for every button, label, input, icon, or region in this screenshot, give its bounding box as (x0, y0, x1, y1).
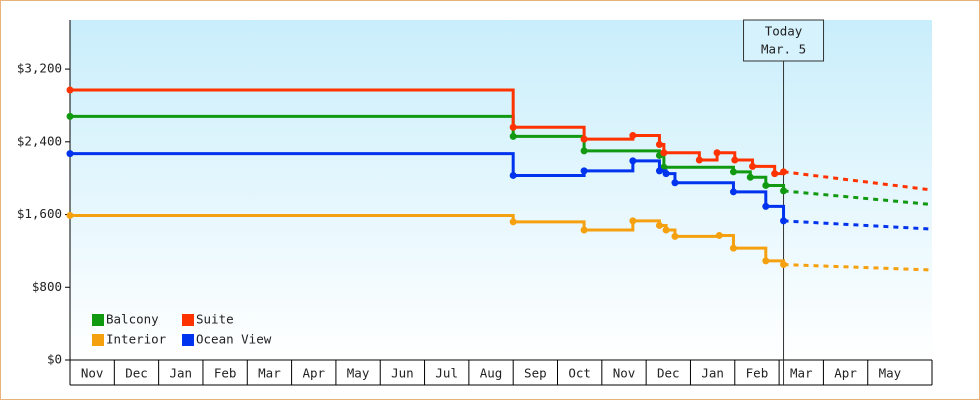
x-tick-label: Mar (790, 366, 813, 381)
price-point (66, 86, 74, 94)
x-tick-label: Apr (302, 366, 325, 381)
price-point (509, 171, 517, 179)
price-point (655, 167, 663, 175)
price-point (671, 232, 679, 240)
legend-swatch (92, 334, 104, 346)
price-point (580, 147, 588, 155)
price-point (780, 261, 788, 269)
x-tick-label: Aug (480, 366, 503, 381)
x-tick-label: Nov (613, 366, 636, 381)
price-point (580, 226, 588, 234)
price-point (762, 181, 770, 189)
price-point (671, 179, 679, 187)
price-point (655, 141, 663, 149)
x-tick-label: Apr (834, 366, 857, 381)
y-tick-label: $2,400 (17, 133, 62, 148)
legend-swatch (182, 314, 194, 326)
today-label: Mar. 5 (761, 42, 806, 57)
price-point (509, 218, 517, 226)
price-point (629, 131, 637, 139)
x-tick-label: Nov (81, 366, 104, 381)
price-point (731, 156, 739, 164)
forecast-line (783, 170, 933, 192)
forecast-line (783, 219, 933, 231)
legend-swatch (182, 334, 194, 346)
y-tick-label: $3,200 (17, 61, 62, 76)
price-point (746, 173, 754, 181)
price-point (780, 168, 788, 176)
x-tick-label: Oct (568, 366, 591, 381)
price-point (660, 149, 668, 157)
x-tick-label: Mar (258, 366, 281, 381)
plot-area (70, 20, 932, 360)
price-point (629, 217, 637, 225)
today-label: Today (765, 24, 803, 39)
legend-swatch (92, 314, 104, 326)
x-tick-label: Feb (214, 366, 237, 381)
x-tick-label: Dec (125, 366, 148, 381)
price-point (729, 244, 737, 252)
price-point (762, 257, 770, 265)
price-point (66, 211, 74, 219)
x-tick-label: Jan (701, 366, 724, 381)
y-tick-label: $0 (47, 352, 62, 367)
forecast-line (783, 189, 933, 207)
price-point (771, 170, 779, 178)
price-point (509, 132, 517, 140)
price-point (66, 150, 74, 158)
x-tick-label: May (879, 366, 902, 381)
price-point (762, 202, 770, 210)
price-point (509, 123, 517, 131)
legend-label: Interior (106, 332, 167, 347)
x-tick-label: Jun (391, 366, 414, 381)
x-tick-label: Sep (524, 366, 547, 381)
price-point (662, 226, 670, 234)
price-point (655, 221, 663, 229)
price-point (729, 188, 737, 196)
y-tick-label: $800 (32, 279, 62, 294)
price-point (695, 156, 703, 164)
price-point (662, 170, 670, 178)
price-point (780, 217, 788, 225)
price-point (780, 187, 788, 195)
price-point (715, 231, 723, 239)
x-tick-label: May (347, 366, 370, 381)
legend-label: Ocean View (196, 332, 272, 347)
price-point (749, 162, 757, 170)
x-tick-label: Jan (170, 366, 193, 381)
price-line (70, 88, 786, 176)
price-point (580, 167, 588, 175)
today-box (743, 19, 825, 62)
forecast-line (783, 263, 933, 272)
x-tick-label: Feb (746, 366, 769, 381)
price-point (713, 149, 721, 157)
x-tick-label: Jul (435, 366, 458, 381)
x-tick-label: Dec (657, 366, 680, 381)
price-point (66, 112, 74, 120)
legend-label: Suite (196, 312, 234, 327)
price-point (629, 157, 637, 165)
price-point (580, 135, 588, 143)
price-point (729, 168, 737, 176)
y-tick-label: $1,600 (17, 206, 62, 221)
legend-label: Balcony (106, 312, 159, 327)
